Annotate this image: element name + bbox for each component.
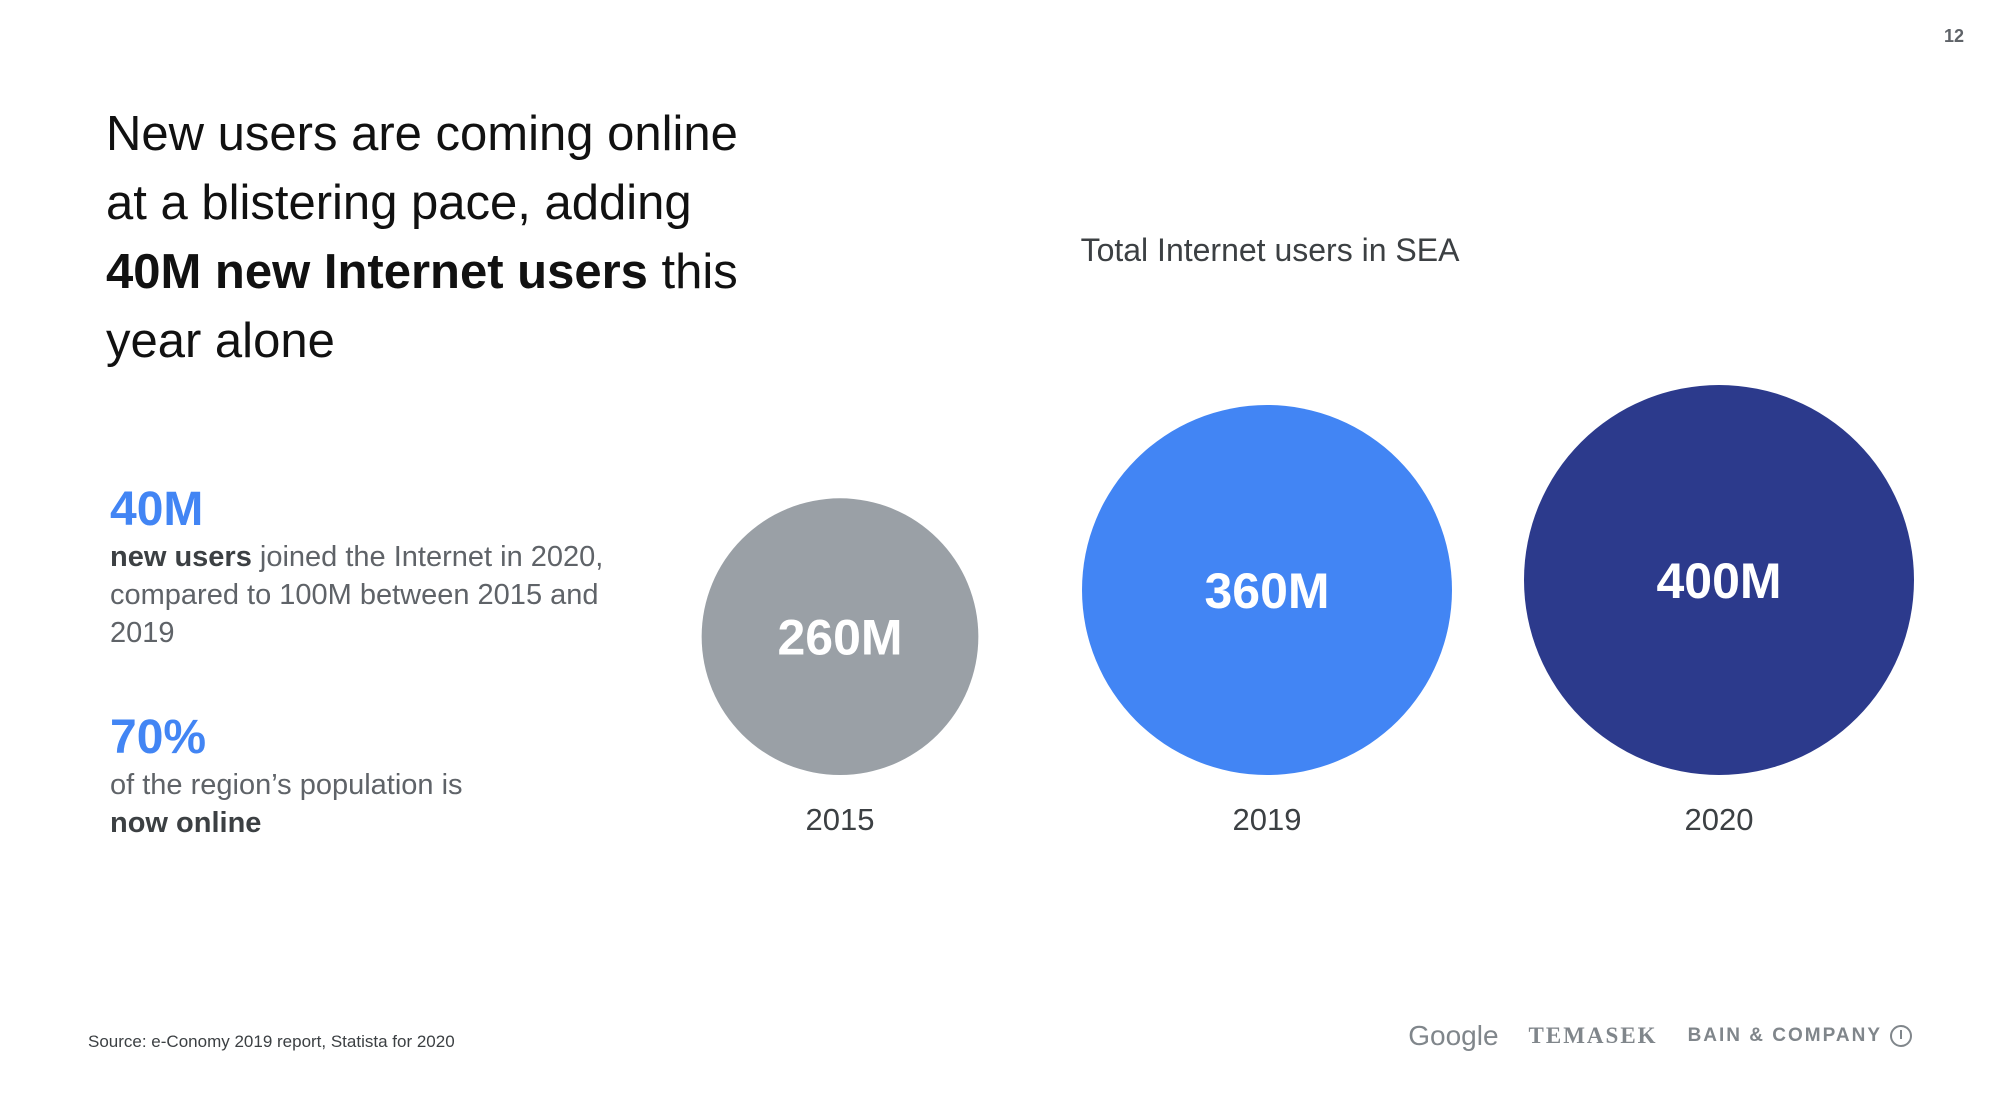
page-number: 12	[1943, 26, 1964, 46]
chart-title: Total Internet users in SEA	[1080, 232, 1460, 268]
stat-population-online: 70% of the region’s population is now on…	[110, 710, 630, 842]
headline: New users are coming online at a blister…	[106, 100, 746, 376]
stat-value: 40M	[110, 483, 204, 536]
stat-value: 70%	[110, 711, 207, 764]
bubble-value-label: 360M	[1204, 563, 1329, 619]
bain-logo: BAIN & COMPANY	[1688, 1025, 1912, 1047]
source-note: Source: e-Conomy 2019 report, Statista f…	[88, 1032, 455, 1051]
category-label: 2019	[1233, 802, 1302, 837]
headline-text-end: this year alone	[106, 245, 738, 368]
bain-logo-text: BAIN & COMPANY	[1687, 1025, 1882, 1046]
stat-description: of the region’s population is now online	[110, 766, 510, 842]
headline-highlight: 40M new Internet users	[106, 245, 648, 299]
google-logo: Google	[1408, 1020, 1499, 1051]
bubble-chart-area: 260M 2015 360M 2019 400M 2020	[640, 220, 1960, 860]
bubble-value-label: 260M	[777, 610, 902, 666]
bubble-2020	[1524, 385, 1914, 775]
category-label: 2020	[1685, 802, 1754, 837]
category-label: 2015	[806, 802, 875, 837]
bubble-chart: 260M 2015 360M 2019 400M 2020	[701, 385, 1914, 837]
bain-mark-icon	[1890, 1025, 1912, 1047]
stat-description-text: joined the Internet in 2020, compared to…	[110, 541, 604, 649]
bubble-value-label: 400M	[1656, 553, 1781, 609]
stat-description-text: of the region’s population is	[110, 769, 463, 801]
bubble-2015	[701, 498, 979, 775]
temasek-logo: TEMASEK	[1528, 1023, 1658, 1048]
stat-new-users: 40M new users joined the Internet in 202…	[110, 482, 630, 652]
partner-logos: Google TEMASEK BAIN & COMPANY	[1408, 1020, 1912, 1052]
stat-description-bold: new users	[110, 541, 252, 573]
headline-text-start: New users are coming online at a blister…	[106, 107, 738, 230]
stat-description-bold: now online	[110, 807, 262, 839]
bubble-2019	[1082, 405, 1452, 775]
stat-description: new users joined the Internet in 2020, c…	[110, 538, 630, 652]
